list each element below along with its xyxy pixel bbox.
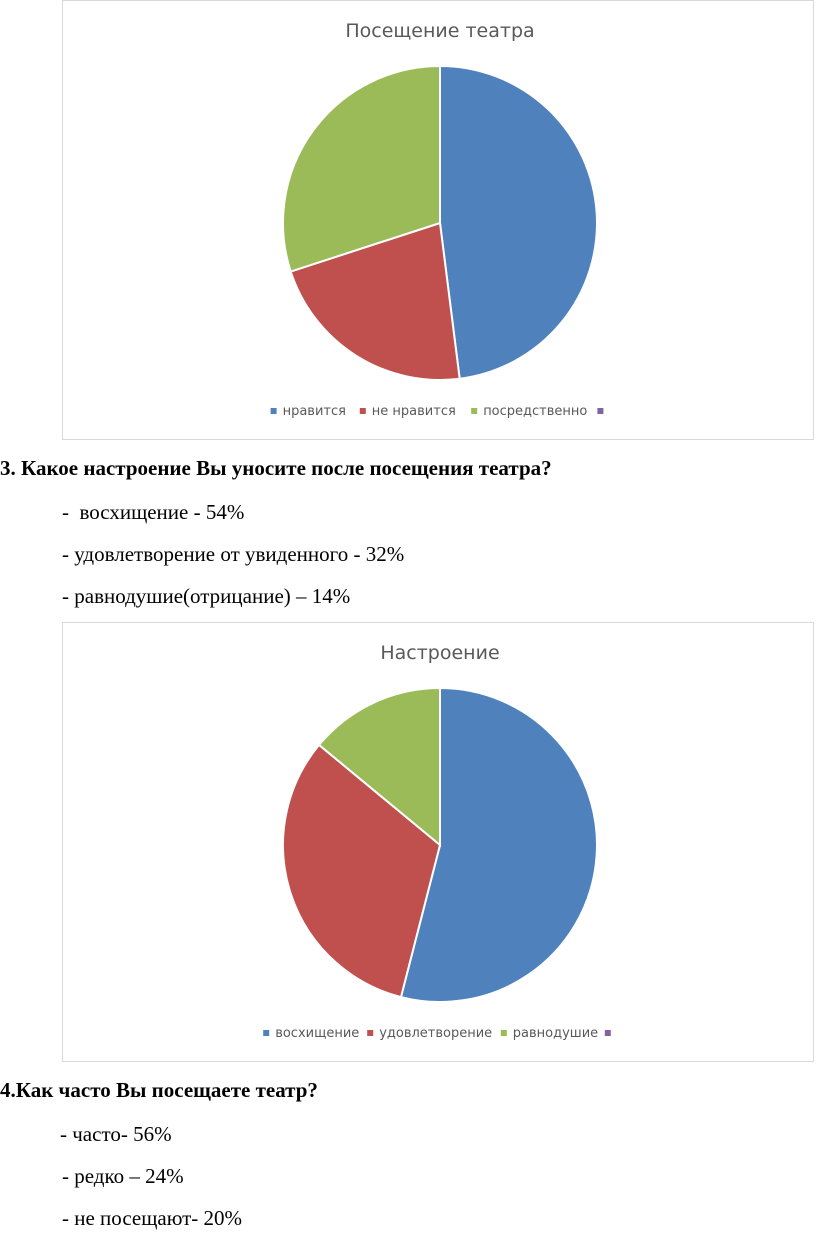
legend-label-2: равнодушие [513,1026,598,1041]
question-3: 3. Какое настроение Вы уносите после пос… [0,456,552,480]
legend-label-0: восхищение [275,1026,359,1041]
pie-slice-1 [289,221,461,381]
answer-satisfaction: - удовлетворение от увиденного - 32% [62,542,405,566]
legend-label-1: не нравится [372,404,456,419]
legend: восхищение удовлетворение равнодушие [263,1026,611,1041]
answer-never: - не посещают- 20% [62,1206,243,1230]
legend-marker-0 [270,408,277,414]
legend-marker-1 [359,408,366,414]
legend-marker-3 [597,408,604,414]
answer-rarely: - редко – 24% [62,1164,184,1188]
pie-chart-theatre-visits: Посещение театра нравится не нравится посре… [270,20,604,419]
legend-marker-3 [604,1030,611,1036]
pie-slice-1 [282,743,442,999]
legend-marker-2 [471,408,478,414]
chart-mood: Настроение восхищение удовлетворение равнод… [62,622,814,1062]
pie-slice-0 [439,64,598,380]
legend-label-0: нравится [283,404,346,419]
legend-marker-0 [263,1030,270,1036]
pie-chart-mood: Настроение восхищение удовлетворение равнод… [263,642,611,1041]
question-4: 4.Как часто Вы посещаете театр? [0,1078,318,1102]
pie-slice-0 [399,686,598,1003]
pie-slice-2 [282,64,441,273]
legend-marker-1 [367,1030,374,1036]
legend-label-2: посредственно [483,404,587,419]
answer-admiration: - восхищение - 54% [62,500,245,524]
chart-title: Настроение [380,642,499,664]
legend-label-1: удовлетворение [379,1026,492,1041]
chart-title: Посещение театра [345,20,534,42]
legend: нравится не нравится посредственно [270,404,604,419]
chart-theatre-visits: Посещение театра нравится не нравится посре… [62,0,814,440]
answer-indifference: - равнодушие(отрицание) – 14% [62,584,351,608]
legend-marker-2 [500,1030,507,1036]
pie-slice-2 [317,686,441,848]
answer-often: - часто- 56% [60,1122,172,1146]
